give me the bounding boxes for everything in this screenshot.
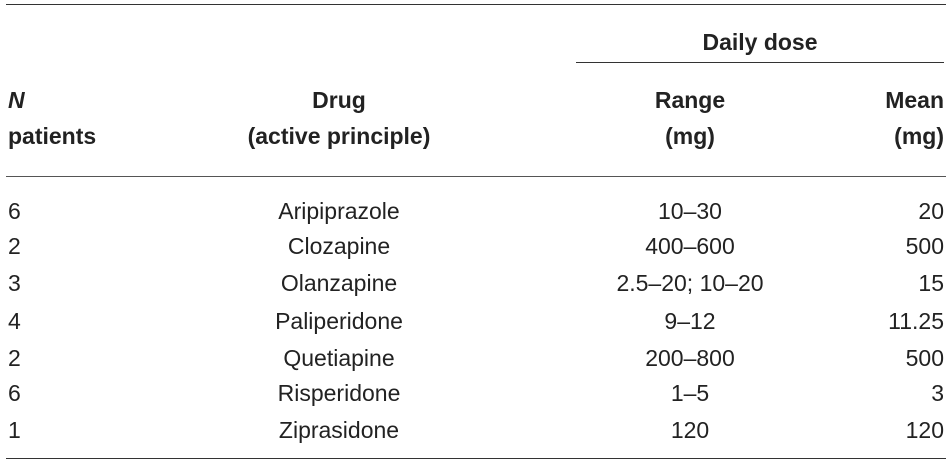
header-bottom-rule — [6, 176, 946, 177]
cell-n: 1 — [8, 417, 21, 443]
cell-drug: Olanzapine — [280, 270, 398, 296]
cell-range: 9–12 — [664, 308, 716, 334]
cell-n: 6 — [8, 380, 21, 406]
cell-drug: Clozapine — [287, 233, 391, 259]
header-n-line2: patients — [8, 123, 97, 149]
header-mean-line1: Mean — [885, 87, 944, 113]
cell-mean: 15 — [918, 270, 944, 296]
group-header-rule — [576, 62, 944, 63]
cell-drug: Aripiprazole — [278, 198, 400, 224]
cell-range: 200–800 — [645, 345, 735, 371]
cell-range: 120 — [670, 417, 710, 443]
cell-mean: 20 — [918, 198, 944, 224]
cell-drug: Paliperidone — [275, 308, 403, 334]
group-header-daily-dose: Daily dose — [702, 29, 818, 55]
cell-range: 400–600 — [645, 233, 735, 259]
header-range-line1: Range — [654, 87, 726, 113]
cell-n: 4 — [8, 308, 21, 334]
cell-n: 6 — [8, 198, 21, 224]
cell-n: 2 — [8, 233, 21, 259]
cell-range: 10–30 — [658, 198, 722, 224]
cell-mean: 3 — [931, 380, 944, 406]
table-bottom-rule — [6, 458, 946, 459]
header-drug-line2: (active principle) — [247, 123, 431, 149]
cell-drug: Risperidone — [277, 380, 401, 406]
table-top-rule — [6, 4, 946, 5]
cell-mean: 500 — [905, 233, 944, 259]
cell-n: 3 — [8, 270, 21, 296]
cell-n: 2 — [8, 345, 21, 371]
header-mean-line2: (mg) — [894, 123, 944, 149]
cell-drug: Quetiapine — [283, 345, 395, 371]
cell-range: 2.5–20; 10–20 — [616, 270, 764, 296]
cell-mean: 500 — [905, 345, 944, 371]
header-drug-line1: Drug — [312, 87, 366, 113]
header-n-line1: N — [8, 87, 25, 113]
cell-mean: 11.25 — [888, 308, 944, 334]
header-range-line2: (mg) — [665, 123, 715, 149]
cell-range: 1–5 — [670, 380, 710, 406]
cell-drug: Ziprasidone — [278, 417, 400, 443]
cell-mean: 120 — [905, 417, 944, 443]
